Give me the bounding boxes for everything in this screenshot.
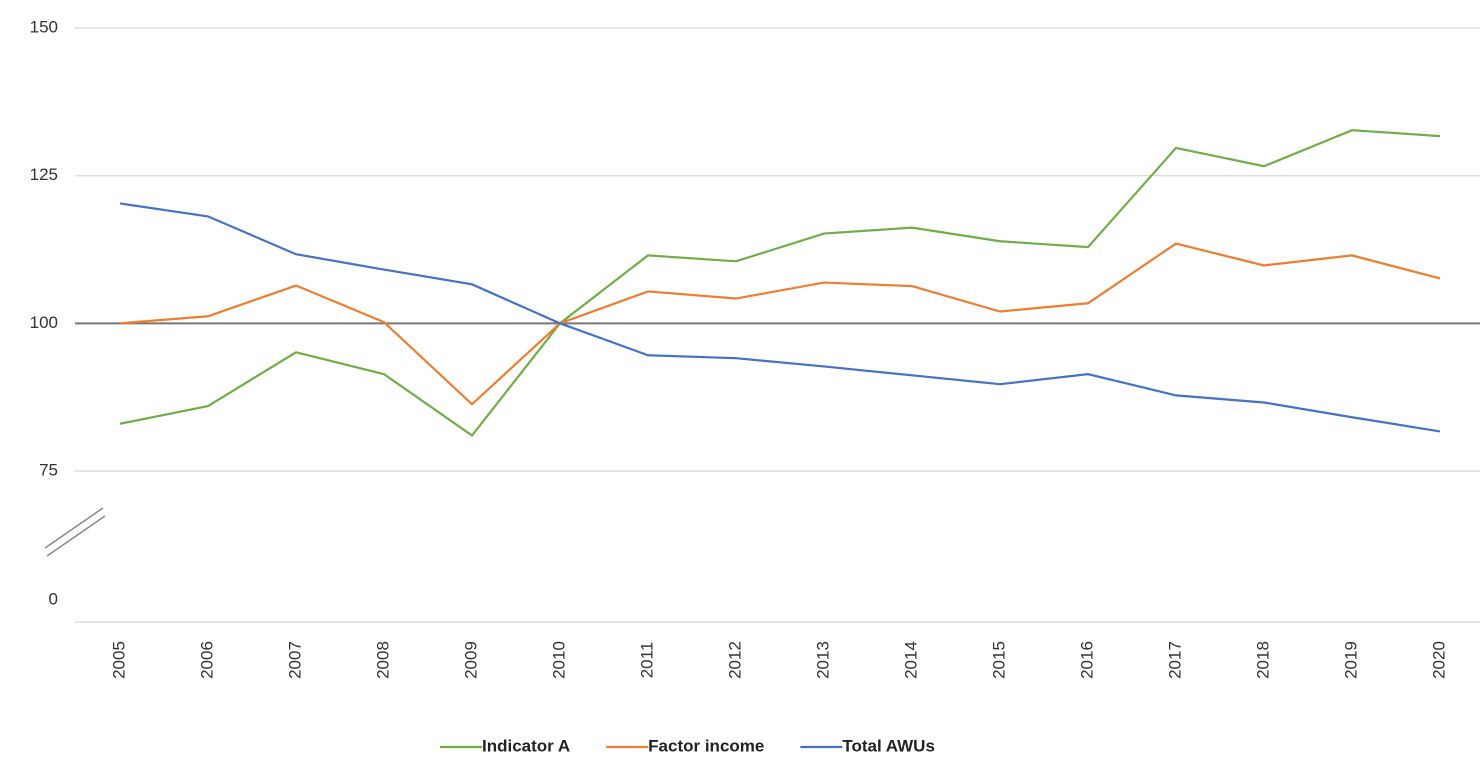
legend-label: Factor income xyxy=(648,736,764,755)
x-tick-label: 2016 xyxy=(1077,641,1096,679)
y-tick-label: 0 xyxy=(49,589,58,608)
legend-label: Total AWUs xyxy=(842,736,935,755)
x-tick-label: 2014 xyxy=(901,641,920,679)
x-tick-label: 2018 xyxy=(1253,641,1272,679)
x-tick-label: 2009 xyxy=(461,641,480,679)
x-tick-label: 2005 xyxy=(109,641,128,679)
x-tick-label: 2006 xyxy=(197,641,216,679)
x-tick-label: 2007 xyxy=(285,641,304,679)
x-tick-label: 2020 xyxy=(1429,641,1448,679)
x-tick-label: 2013 xyxy=(813,641,832,679)
y-tick-label: 100 xyxy=(30,313,58,332)
series-line xyxy=(119,242,1441,406)
x-tick-label: 2017 xyxy=(1165,641,1184,679)
legend-label: Indicator A xyxy=(482,736,570,755)
series-line xyxy=(119,202,1441,433)
x-tick-label: 2012 xyxy=(725,641,744,679)
y-tick-label: 150 xyxy=(30,17,58,36)
x-tick-label: 2010 xyxy=(549,641,568,679)
legend: Indicator A Factor income Total AWUs xyxy=(440,736,935,755)
x-tick-label: 2008 xyxy=(373,641,392,679)
x-tick-label: 2015 xyxy=(989,641,1008,679)
y-tick-label: 125 xyxy=(30,165,58,184)
y-tick-label: 75 xyxy=(39,460,58,479)
axis-break xyxy=(44,507,106,557)
x-tick-label: 2011 xyxy=(637,642,656,679)
series-line xyxy=(119,129,1441,438)
x-tick-label: 2019 xyxy=(1341,641,1360,679)
